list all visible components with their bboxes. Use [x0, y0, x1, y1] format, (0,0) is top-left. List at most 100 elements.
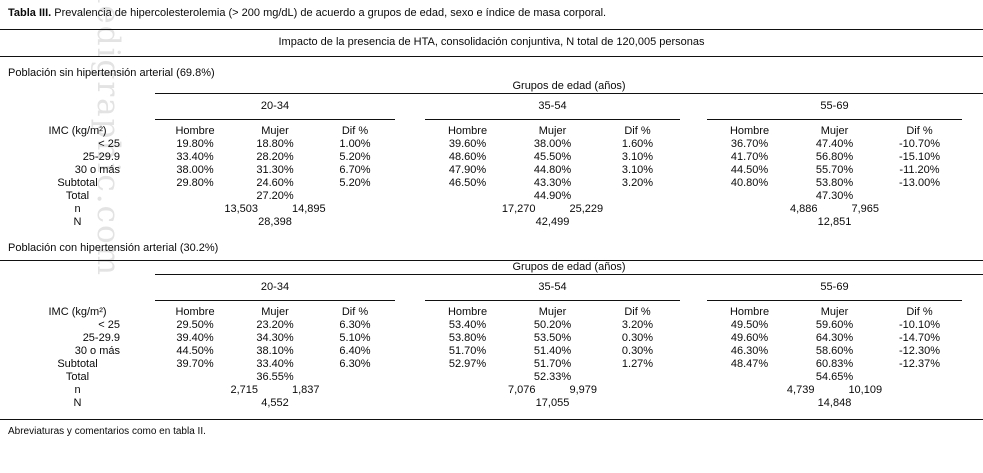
value-cell: 29.80% [176, 177, 214, 189]
big-n-value: 28,398 [258, 216, 292, 228]
value-cell: 44.80% [533, 164, 572, 176]
total-value: 36.55% [256, 371, 294, 383]
big-n-value: 42,499 [535, 216, 570, 228]
value-cell: 6.70% [339, 164, 371, 176]
value-cell: 34.30% [256, 332, 294, 344]
total-label: Total [65, 371, 90, 383]
row-label: Subtotal [57, 177, 98, 189]
age-groups-header: Grupos de edad (años) [155, 80, 983, 94]
age-header-row: Grupos de edad (años) [0, 261, 983, 275]
value-cell: 53.50% [533, 332, 572, 344]
table-row: 25-29.9 33.40% 28.20% 5.20% 48.60% 45.50… [0, 151, 983, 164]
value-cell: 52.97% [448, 358, 487, 370]
col-header-dif: Dif % [906, 125, 933, 137]
n-row: n 2,715 1,837 7,076 9,979 4,739 10,109 [0, 384, 983, 397]
table-title: Tabla III. Prevalencia de hipercolestero… [0, 0, 983, 30]
value-cell: 5.20% [339, 151, 371, 163]
table-content: Tabla III. Prevalencia de hipercolestero… [0, 0, 983, 437]
n-values: 13,503 14,895 [224, 203, 326, 215]
value-cell: 49.60% [730, 332, 769, 344]
value-cell: 44.50% [730, 164, 769, 176]
n-values: 7,076 9,979 [507, 384, 598, 396]
value-cell: 38.00% [533, 138, 572, 150]
big-n-row: N 4,552 17,055 14,848 [0, 397, 983, 410]
value-cell: 36.70% [730, 138, 769, 150]
age-group-55-69: 55-69 [707, 274, 962, 301]
total-row: Total 36.55% 52.33% 54.65% [0, 371, 983, 384]
imc-data-rows: < 25 19.80% 18.80% 1.00% 39.60% 38.00% 1… [0, 138, 983, 190]
age-group-20-34: 20-34 [155, 93, 395, 120]
value-cell: 3.10% [621, 164, 654, 176]
n-values: 2,715 1,837 [230, 384, 320, 396]
value-cell: -13.00% [899, 177, 940, 189]
table-row: Subtotal 39.70% 33.40% 6.30% 52.97% 51.7… [0, 358, 983, 371]
value-cell: 49.50% [730, 319, 769, 331]
col-header-dif: Dif % [624, 125, 651, 137]
section-con-hta: Población con hipertensión arterial (30.… [0, 229, 983, 410]
value-cell: 1.60% [621, 138, 654, 150]
row-label: 25-29.9 [82, 332, 120, 344]
table-footnote: Abreviaturas y comentarios como en tabla… [0, 419, 983, 437]
table-row: 25-29.9 39.40% 34.30% 5.10% 53.80% 53.50… [0, 332, 983, 345]
value-cell: -15.10% [899, 151, 940, 163]
table-con-hta: Grupos de edad (años) 20-34 35-54 55-69 … [0, 261, 983, 410]
col-header-hombre: Hombre [447, 306, 488, 318]
col-header-mujer: Mujer [261, 125, 289, 137]
section-title-con-hta: Población con hipertensión arterial (30.… [0, 229, 983, 261]
value-cell: 48.60% [448, 151, 487, 163]
value-cell: 56.80% [815, 151, 854, 163]
value-cell: 59.60% [815, 319, 854, 331]
value-cell: 43.30% [533, 177, 572, 189]
col-header-mujer: Mujer [538, 125, 567, 137]
value-cell: -12.37% [899, 358, 940, 370]
n-values: 4,886 7,965 [789, 203, 880, 215]
col-header-hombre: Hombre [729, 306, 770, 318]
table-row: Subtotal 29.80% 24.60% 5.20% 46.50% 43.3… [0, 177, 983, 190]
age-group-20-34: 20-34 [155, 274, 395, 301]
value-cell: 3.10% [621, 151, 654, 163]
big-n-value: 12,851 [817, 216, 852, 228]
n-label: n [74, 203, 81, 215]
value-cell: 5.10% [339, 332, 371, 344]
col-header-dif: Dif % [906, 306, 933, 318]
total-value: 27.20% [256, 190, 294, 202]
total-value: 54.65% [815, 371, 854, 383]
col-header-hombre: Hombre [729, 125, 770, 137]
n-label: n [74, 384, 81, 396]
value-cell: 53.80% [815, 177, 854, 189]
age-group-55-69: 55-69 [707, 93, 962, 120]
value-cell: 23.20% [256, 319, 294, 331]
value-cell: 51.70% [448, 345, 487, 357]
value-cell: 28.20% [256, 151, 294, 163]
value-cell: 53.80% [448, 332, 487, 344]
value-cell: 46.50% [448, 177, 487, 189]
value-cell: 51.40% [533, 345, 572, 357]
value-cell: 51.70% [533, 358, 572, 370]
total-value: 44.90% [533, 190, 572, 202]
value-cell: 1.27% [621, 358, 654, 370]
row-label: 25-29.9 [82, 151, 120, 163]
imc-data-rows: < 25 29.50% 23.20% 6.30% 53.40% 50.20% 3… [0, 319, 983, 371]
value-cell: 6.40% [339, 345, 371, 357]
value-cell: 1.00% [339, 138, 371, 150]
big-n-label: N [73, 216, 82, 228]
age-group-35-54: 35-54 [425, 93, 680, 120]
value-cell: 0.30% [621, 345, 654, 357]
col-header-dif: Dif % [341, 306, 369, 318]
col-header-mujer: Mujer [820, 306, 849, 318]
n-values: 17,270 25,229 [501, 203, 604, 215]
big-n-label: N [73, 397, 82, 409]
value-cell: 45.50% [533, 151, 572, 163]
row-label: 30 o más [74, 164, 120, 176]
total-value: 47.30% [815, 190, 854, 202]
value-cell: 38.00% [176, 164, 214, 176]
n-row: n 13,503 14,895 17,270 25,229 4,886 7,965 [0, 203, 983, 216]
value-cell: 33.40% [256, 358, 294, 370]
value-cell: 47.40% [815, 138, 854, 150]
row-label: 30 o más [74, 345, 120, 357]
value-cell: -10.10% [899, 319, 940, 331]
big-n-value: 17,055 [535, 397, 570, 409]
imc-header: IMC (kg/m²) [48, 125, 107, 137]
value-cell: 41.70% [730, 151, 769, 163]
